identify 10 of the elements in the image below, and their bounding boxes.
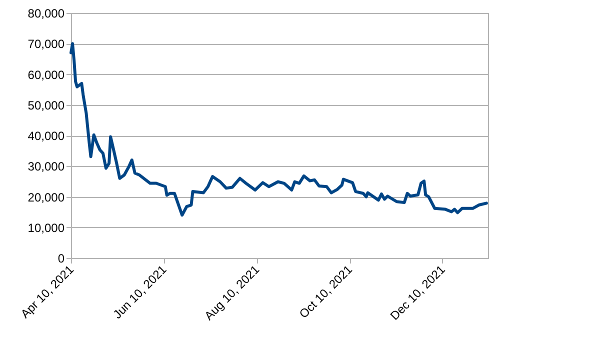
y-tick-label: 40,000 xyxy=(28,129,65,143)
y-tick-label: 0 xyxy=(58,252,65,266)
y-tick-label: 10,000 xyxy=(28,220,65,235)
y-tick-label: 60,000 xyxy=(28,68,65,82)
y-tick-label: 20,000 xyxy=(28,190,65,204)
line-series xyxy=(70,42,488,217)
y-tick-label: 70,000 xyxy=(28,37,65,52)
y-tick-label: 30,000 xyxy=(28,160,65,174)
y-tick-label: 50,000 xyxy=(28,98,65,112)
y-tick-label: 80,000 xyxy=(28,6,65,20)
